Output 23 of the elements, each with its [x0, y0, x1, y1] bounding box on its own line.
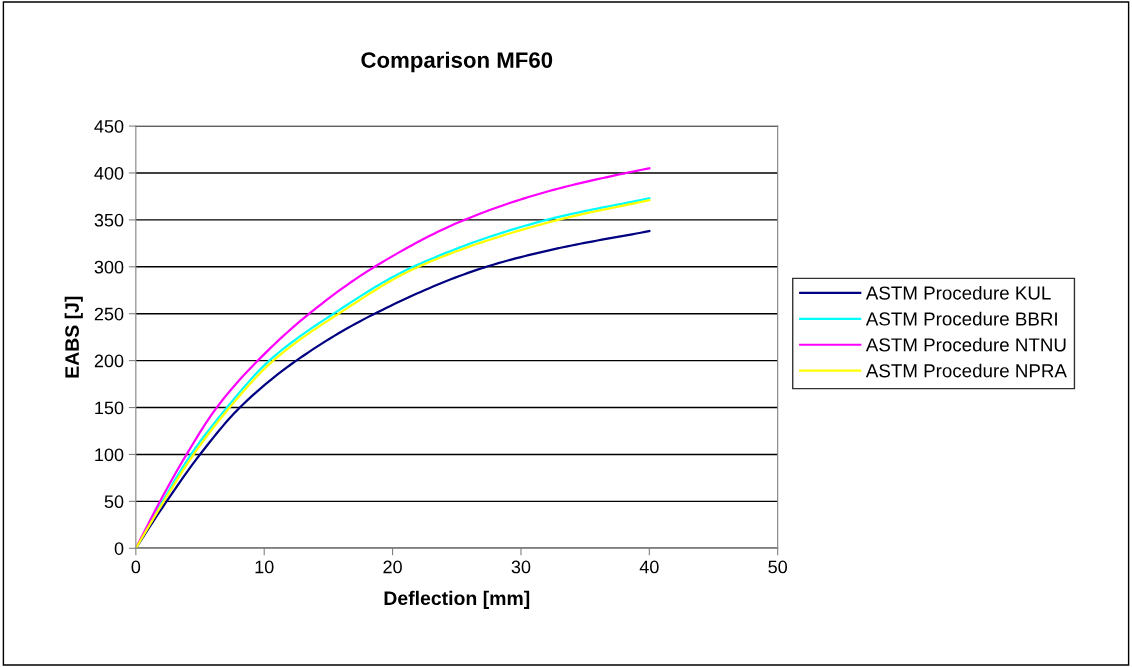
x-tick-label: 50 — [768, 560, 788, 574]
legend-label: ASTM Procedure KUL — [865, 285, 1051, 300]
y-tick-label: 100 — [95, 448, 124, 462]
y-tick-label: 200 — [94, 354, 124, 368]
x-tick-label: 40 — [639, 560, 659, 574]
chart-title: Comparison MF60 — [361, 51, 553, 73]
x-axis-title: Deflection [mm] — [384, 590, 530, 609]
legend-label: ASTM Procedure BBRI — [865, 311, 1057, 326]
y-tick-label: 450 — [94, 120, 124, 133]
y-tick-label: 250 — [94, 307, 124, 321]
legend-label: ASTM Procedure NPRA — [865, 363, 1067, 378]
x-tick-label: 20 — [383, 560, 402, 574]
y-tick-label: 400 — [94, 166, 124, 180]
y-tick-label: 300 — [94, 260, 124, 274]
x-tick-label: 30 — [511, 560, 531, 574]
y-tick-label: 350 — [94, 213, 124, 227]
x-tick-label: 0 — [131, 560, 141, 574]
y-tick-label: 50 — [104, 495, 124, 509]
x-tick-label: 10 — [255, 560, 274, 574]
y-axis-title: EABS [J] — [64, 296, 83, 378]
y-tick-label: 0 — [114, 542, 124, 555]
legend-label: ASTM Procedure NTNU — [865, 337, 1066, 352]
y-tick-label: 150 — [95, 401, 124, 415]
